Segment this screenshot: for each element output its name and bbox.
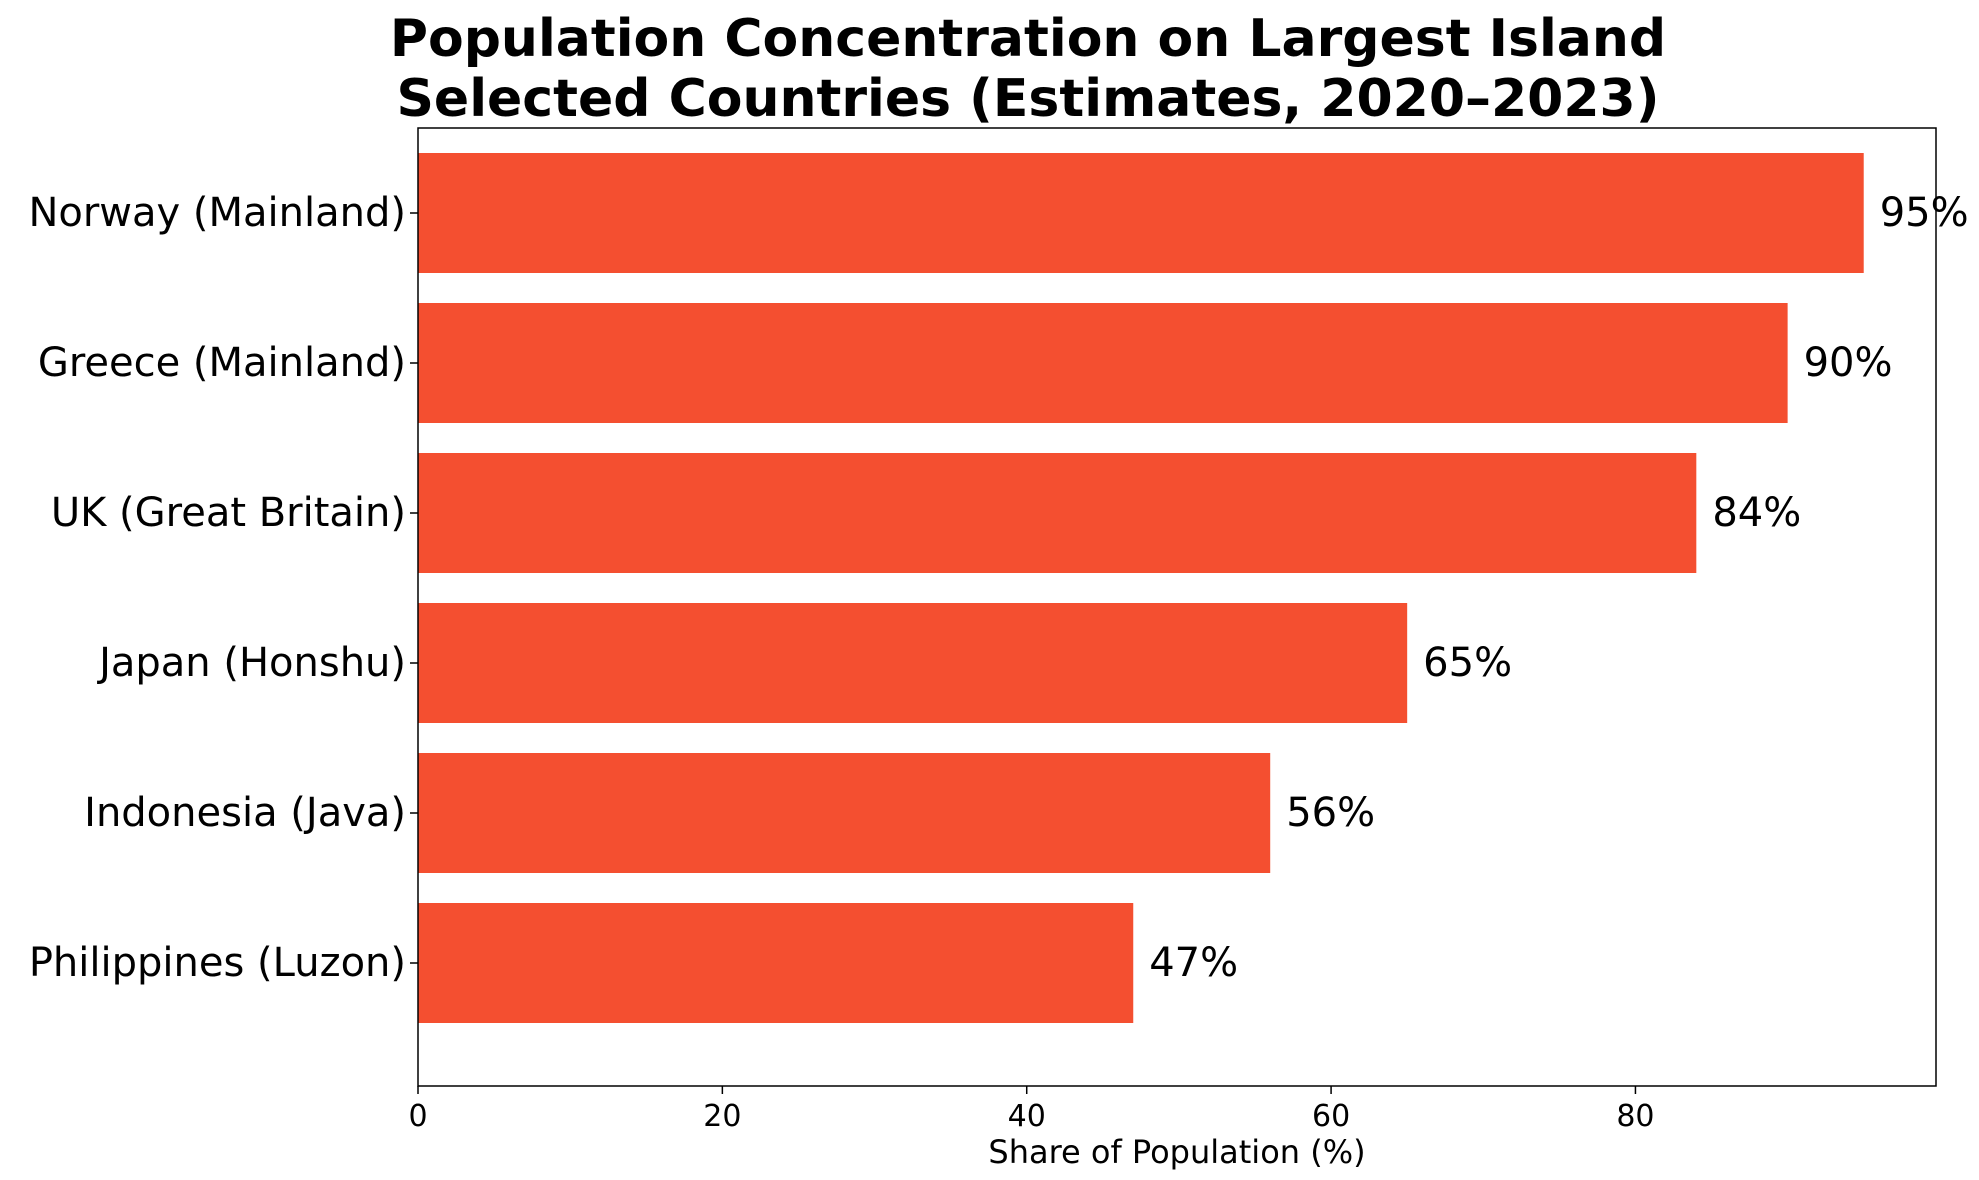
x-tick-label: 80: [1616, 1099, 1654, 1134]
category-label: Indonesia (Java): [84, 790, 406, 836]
value-label: 95%: [1880, 190, 1969, 236]
bar: [418, 753, 1271, 873]
category-label: Greece (Mainland): [38, 340, 406, 386]
category-label: Japan (Honshu): [96, 640, 406, 686]
value-label: 90%: [1804, 340, 1893, 386]
x-tick-label: 0: [408, 1099, 427, 1134]
x-axis-ticks: 0 20 40 60 80: [408, 1086, 1655, 1134]
x-axis-label: Share of Population (%): [988, 1133, 1365, 1171]
plot-frame: [417, 127, 1937, 1087]
value-label: 56%: [1286, 790, 1375, 836]
chart-subtitle: Selected Countries (Estimates, 2020–2023…: [396, 69, 1659, 129]
bar: [418, 903, 1134, 1023]
value-label: 84%: [1712, 490, 1801, 536]
bar: [418, 303, 1788, 423]
category-labels: Norway (Mainland) Greece (Mainland) UK (Gr…: [28, 190, 418, 986]
x-tick-label: 20: [703, 1099, 741, 1134]
category-label: Norway (Mainland): [28, 190, 406, 236]
value-labels: 95% 90% 84% 65% 56% 47%: [1149, 190, 1968, 986]
bar: [418, 603, 1408, 723]
chart-title: Population Concentration on Largest Isla…: [390, 9, 1666, 69]
bar: [418, 453, 1697, 573]
bar-group: [418, 153, 1864, 1023]
bar: [418, 153, 1864, 273]
x-tick-label: 40: [1008, 1099, 1046, 1134]
category-label: UK (Great Britain): [51, 490, 406, 536]
value-label: 47%: [1149, 940, 1238, 986]
category-label: Philippines (Luzon): [29, 940, 406, 986]
value-label: 65%: [1423, 640, 1512, 686]
x-tick-label: 60: [1312, 1099, 1350, 1134]
